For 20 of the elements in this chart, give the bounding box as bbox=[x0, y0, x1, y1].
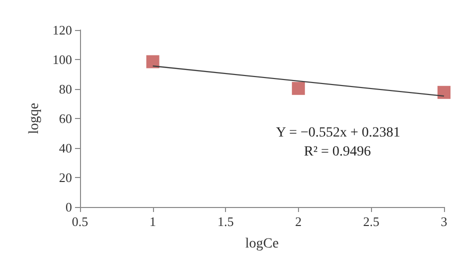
point bbox=[146, 55, 160, 68]
y-tick-label: 0 bbox=[66, 200, 72, 214]
point bbox=[438, 86, 450, 99]
y-tick-label: 100 bbox=[52, 52, 72, 67]
x-tick-label: 2.5 bbox=[363, 214, 380, 229]
x-tick-label: 3 bbox=[440, 214, 448, 229]
annotation: Y = −0.552x + 0.2381 bbox=[276, 126, 400, 140]
x-tick-label: 1.5 bbox=[217, 214, 234, 229]
annotation: R² = 0.9496 bbox=[304, 144, 371, 160]
y-tick-label: 120 bbox=[52, 22, 72, 38]
y-tick-label: 40 bbox=[59, 140, 72, 156]
point bbox=[292, 82, 305, 95]
x-tick-label: 0.5 bbox=[72, 214, 88, 229]
y-axis-title: logqe bbox=[27, 102, 42, 134]
x-tick-label: 1 bbox=[150, 214, 156, 229]
x-axis-title: logCe bbox=[245, 236, 279, 252]
y-tick-label: 80 bbox=[59, 82, 72, 96]
y-tick-label: 20 bbox=[59, 170, 72, 185]
y-tick-label: 60 bbox=[59, 111, 72, 126]
x-tick-label: 2 bbox=[295, 214, 302, 229]
